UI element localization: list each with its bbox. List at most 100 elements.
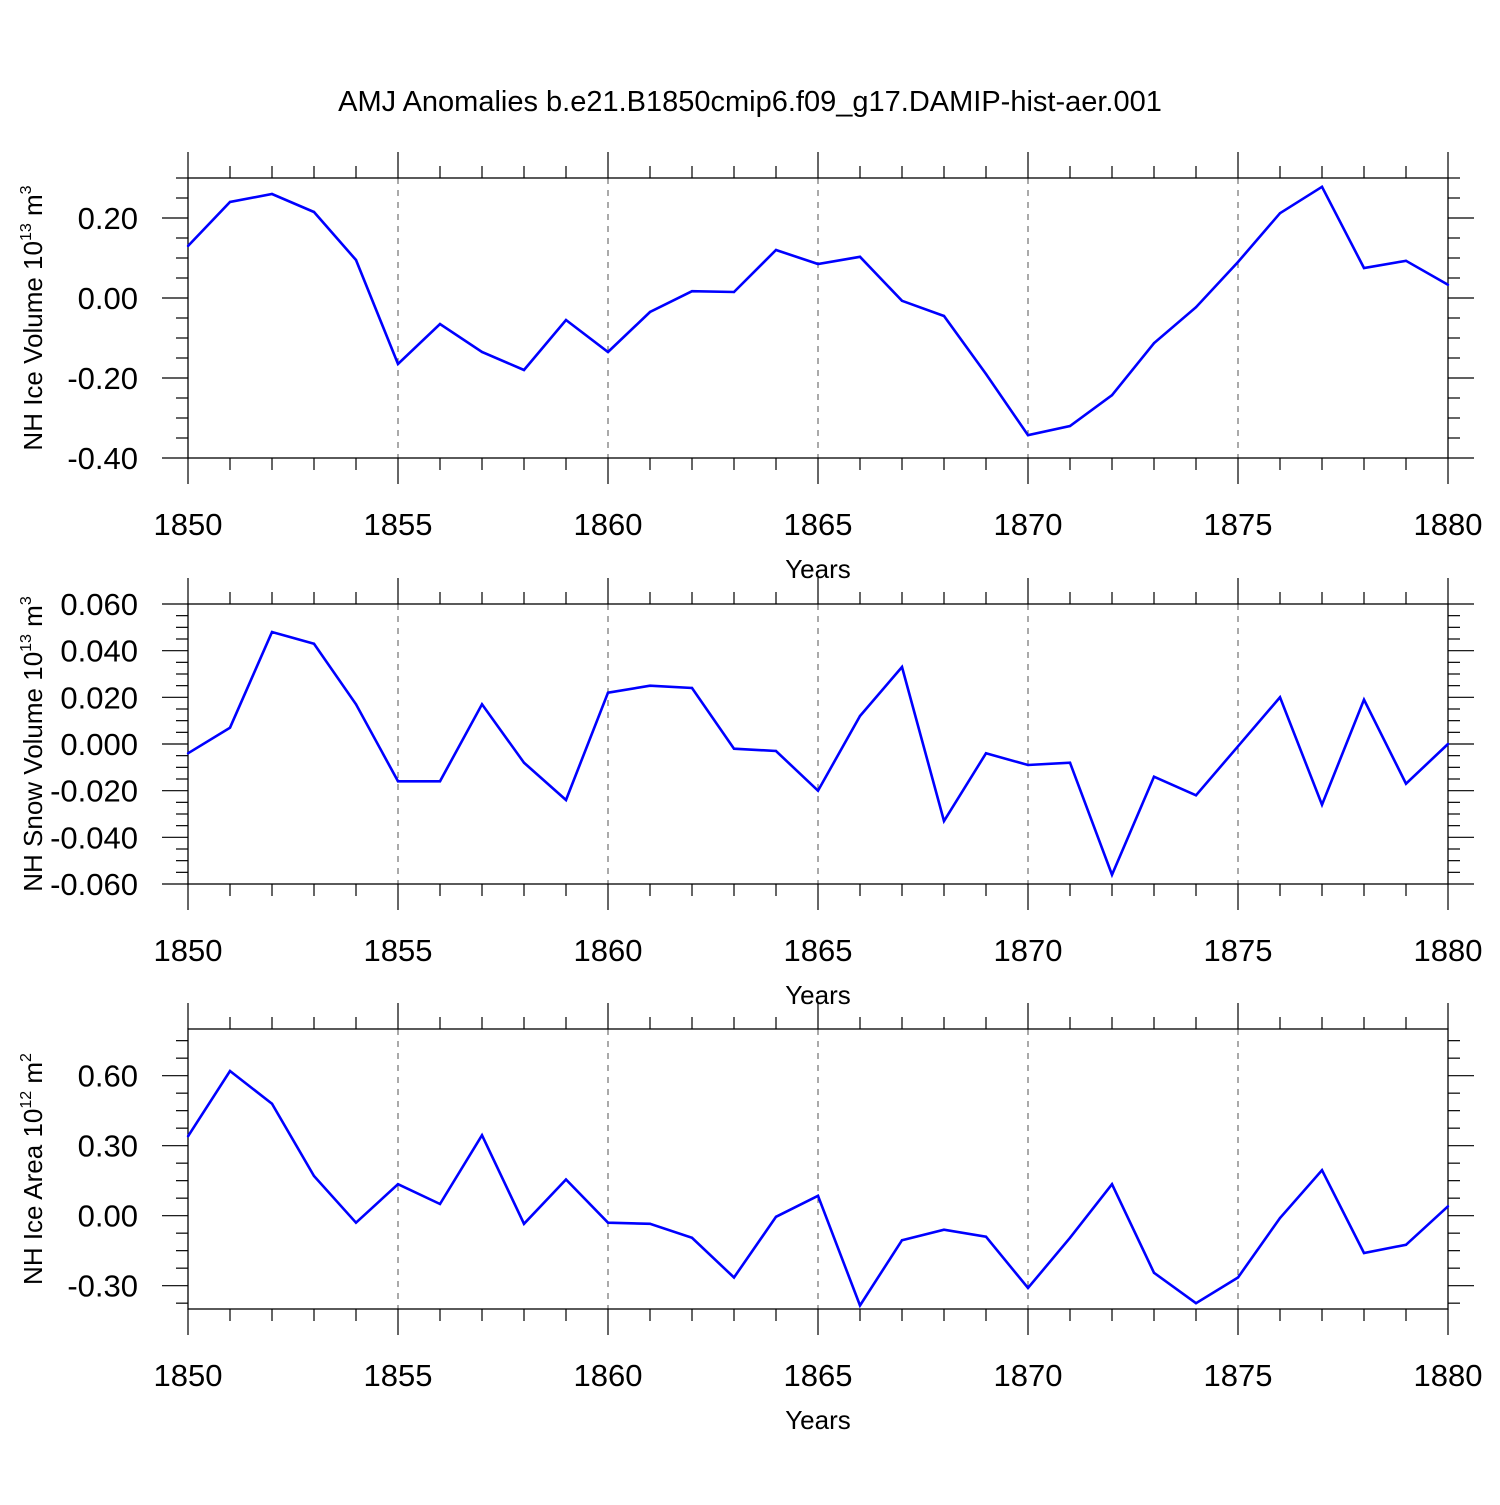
x-tick-label: 1855	[364, 933, 433, 968]
data-point	[1236, 260, 1240, 264]
data-point	[354, 703, 358, 706]
data-point	[984, 752, 988, 755]
data-point	[732, 1276, 736, 1279]
data-point	[858, 714, 862, 718]
data-point	[522, 761, 526, 764]
data-point	[564, 318, 568, 322]
y-axis-label-exponent: 13	[18, 634, 35, 652]
data-point	[1320, 185, 1324, 188]
data-point	[942, 314, 946, 318]
data-point	[480, 703, 484, 706]
data-point	[774, 749, 778, 753]
data-point	[1320, 1168, 1324, 1172]
data-point	[396, 780, 400, 783]
x-tick-label: 1855	[364, 1358, 433, 1393]
y-axis-label-unit: m	[18, 194, 48, 223]
y-tick-label: -0.30	[67, 1269, 138, 1304]
y-axis-label-unit-exponent: 3	[18, 596, 35, 605]
y-tick-label: 0.00	[78, 281, 138, 316]
data-point	[732, 747, 736, 750]
data-point	[1194, 794, 1198, 797]
data-point	[690, 290, 694, 293]
data-point	[312, 642, 316, 645]
data-point	[732, 290, 736, 294]
y-axis-label-unit-exponent: 3	[18, 185, 35, 194]
y-tick-label: 0.30	[78, 1129, 138, 1164]
data-point	[1446, 283, 1450, 286]
y-tick-label: 0.00	[78, 1199, 138, 1234]
data-point	[522, 368, 526, 372]
y-tick-label: 0.000	[60, 727, 138, 762]
x-tick-label: 1860	[574, 507, 643, 542]
x-tick-label: 1865	[784, 507, 853, 542]
data-point	[438, 1202, 442, 1206]
data-point	[984, 1235, 988, 1238]
data-point	[648, 310, 652, 314]
x-tick-label: 1870	[994, 507, 1063, 542]
y-tick-label: -0.020	[50, 774, 138, 809]
data-point	[1278, 1216, 1282, 1220]
figure-title: AMJ Anomalies b.e21.B1850cmip6.f09_g17.D…	[338, 86, 1162, 118]
y-axis-label-name: NH Ice Area 10	[18, 1109, 48, 1285]
data-point	[984, 372, 988, 376]
y-tick-label: 0.20	[78, 201, 138, 236]
data-point	[186, 1135, 190, 1138]
x-tick-label: 1855	[364, 507, 433, 542]
data-point	[774, 1215, 778, 1219]
data-point	[438, 780, 442, 783]
data-point	[354, 258, 358, 262]
data-point	[900, 665, 904, 669]
data-point	[690, 1236, 694, 1240]
y-tick-label: -0.040	[50, 820, 138, 855]
data-point	[270, 630, 274, 634]
data-point	[1026, 763, 1030, 767]
y-axis-label-name: NH Ice Volume 10	[18, 241, 48, 451]
data-point	[1362, 698, 1366, 701]
data-point	[1110, 394, 1114, 397]
data-point	[1446, 1205, 1450, 1208]
data-point	[1404, 259, 1408, 262]
x-tick-label: 1880	[1414, 1358, 1483, 1393]
y-axis-label: NH Ice Area 1012 m2	[18, 1053, 48, 1285]
data-point	[1152, 1271, 1156, 1275]
data-point	[396, 1182, 400, 1186]
data-point	[1236, 1276, 1240, 1279]
data-point	[1110, 873, 1114, 876]
data-point	[480, 1133, 484, 1137]
data-point	[1362, 1251, 1366, 1255]
data-point	[900, 299, 904, 302]
x-tick-label: 1875	[1204, 1358, 1273, 1393]
panel-2: 1850 1855 1860 1865 1870 1875 1880 -0.060 -0.040…	[18, 578, 1482, 1010]
data-point	[648, 1222, 652, 1226]
y-axis-label: NH Ice Volume 1013 m3	[18, 185, 48, 450]
x-tick-label: 1850	[154, 507, 223, 542]
data-point	[564, 1178, 568, 1181]
data-point	[1026, 434, 1030, 437]
panel-3: 1850 1855 1860 1865 1870 1875 1880 -0.30 0.00 0.3…	[18, 1003, 1482, 1435]
data-point	[942, 819, 946, 823]
y-axis-label-unit: m	[18, 605, 48, 634]
y-tick-label: 0.60	[78, 1059, 138, 1094]
data-point	[1110, 1182, 1114, 1186]
data-point	[270, 1102, 274, 1105]
data-point	[1026, 1286, 1030, 1290]
y-tick-label: -0.060	[50, 867, 138, 902]
data-point	[1152, 775, 1156, 778]
x-tick-label: 1880	[1414, 933, 1483, 968]
data-point	[1278, 212, 1282, 215]
y-axis-label-unit-exponent: 2	[18, 1053, 35, 1062]
y-tick-label: 0.060	[60, 587, 138, 622]
data-point	[186, 752, 190, 755]
x-tick-label: 1875	[1204, 507, 1273, 542]
data-point	[606, 1221, 610, 1224]
data-point	[1362, 266, 1366, 270]
data-point	[522, 1222, 526, 1226]
y-axis-label-unit: m	[18, 1062, 48, 1091]
x-tick-label: 1860	[574, 933, 643, 968]
data-point	[312, 210, 316, 214]
data-point	[1068, 424, 1072, 428]
x-tick-label: 1860	[574, 1358, 643, 1393]
data-point	[690, 686, 694, 690]
